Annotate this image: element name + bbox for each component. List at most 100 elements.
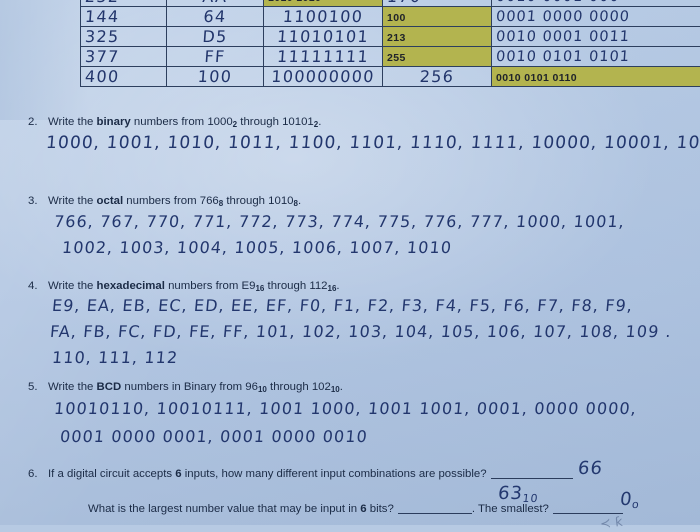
cell-bcd: 0010 0001 000 — [492, 0, 700, 7]
answer-blank-3[interactable] — [553, 501, 623, 514]
cell-decimal: 213 — [383, 27, 492, 47]
handwritten-value: 325 — [84, 28, 162, 46]
handwritten-value: 11111111 — [267, 48, 378, 66]
answer-subscript: 10 — [522, 492, 539, 505]
prompt-text: through 10101 — [237, 116, 314, 128]
cell-binary: 1100100 — [264, 7, 383, 27]
cell-hex: 64 — [167, 7, 264, 27]
handwritten-value: 377 — [84, 48, 162, 66]
cell-octal: 325 — [81, 27, 167, 47]
handwritten-value: 170 — [386, 0, 487, 6]
prompt-text: numbers in Binary from 96 — [121, 381, 258, 393]
question-4-answer-line[interactable]: FA, FB, FC, FD, FE, FF, 101, 102, 103, 1… — [49, 321, 689, 343]
handwritten-value: 64 — [170, 8, 259, 26]
prompt-keyword: hexadecimal — [97, 280, 165, 292]
question-3-answer-line[interactable]: 1002, 1003, 1004, 1005, 1006, 1007, 1010 — [61, 237, 689, 259]
prompt-text: What is the largest number value that ma… — [88, 503, 360, 515]
cell-decimal: 170 — [383, 0, 492, 7]
handwritten-value: 11010101 — [267, 28, 378, 46]
page-edge-smudge: ≺ ƙ — [599, 513, 640, 531]
cell-bcd: 0010 0101 0101 — [492, 47, 700, 67]
table-row: 325 D5 11010101 213 0010 0001 0011 — [81, 27, 700, 47]
base-subscript: 10 — [331, 385, 340, 394]
prompt-text: If a digital circuit accepts — [48, 468, 175, 480]
handwritten-value: 0010 0101 0101 — [495, 48, 700, 66]
cell-octal: 144 — [81, 7, 167, 27]
prompt-text: Write the — [48, 381, 97, 393]
cell-hex: 100 — [167, 67, 264, 87]
table-body: 252 AA 1010 1010 170 0010 0001 000 144 6… — [81, 0, 700, 87]
answer-blank-2[interactable] — [398, 501, 472, 514]
table-row: 252 AA 1010 1010 170 0010 0001 000 — [81, 0, 700, 7]
prompt-text: . — [298, 195, 301, 207]
prompt-text: through 102 — [267, 381, 331, 393]
prompt-text: numbers from 1000 — [131, 116, 233, 128]
prompt-text: through 1010 — [223, 195, 293, 207]
handwritten-value: 256 — [386, 68, 487, 86]
question-6-answer-1[interactable]: 66 — [577, 458, 604, 479]
question-2: 2.Write the binary numbers from 10002 th… — [28, 116, 688, 155]
question-6-prompt-line2: What is the largest number value that ma… — [88, 501, 688, 515]
prompt-text: . — [336, 280, 339, 292]
prompt-text: bits? — [367, 503, 394, 515]
question-3-prompt: 3.Write the octal numbers from 7668 thro… — [28, 195, 688, 208]
printed-value: 255 — [387, 52, 406, 64]
cell-decimal: 255 — [383, 47, 492, 67]
paper-shadow-left — [0, 0, 90, 120]
question-6-answer-3[interactable]: 0o — [619, 489, 641, 511]
handwritten-value: 0010 0001 000 — [495, 0, 700, 6]
handwritten-value: 1100100 — [267, 8, 378, 26]
prompt-text: through 112 — [264, 280, 327, 292]
cell-octal: 377 — [81, 47, 167, 67]
prompt-keyword: BCD — [97, 381, 122, 393]
handwritten-value: 252 — [84, 0, 162, 6]
cell-hex: D5 — [167, 27, 264, 47]
handwritten-value: D5 — [170, 28, 259, 46]
cell-octal: 252 — [81, 0, 167, 7]
prompt-keyword: binary — [97, 116, 131, 128]
cell-bcd: 0010 0101 0110 — [492, 67, 700, 87]
handwritten-value: 100000000 — [267, 68, 378, 86]
answer-value: 63 — [497, 483, 524, 504]
prompt-text: Write the — [48, 195, 97, 207]
prompt-text: Write the — [48, 116, 97, 128]
question-4-prompt: 4.Write the hexadecimal numbers from E91… — [28, 280, 688, 293]
question-3: 3.Write the octal numbers from 7668 thro… — [28, 195, 688, 259]
number-conversion-table: 252 AA 1010 1010 170 0010 0001 000 144 6… — [80, 0, 700, 87]
cell-bcd: 0001 0000 0000 — [492, 7, 700, 27]
question-2-answer-line[interactable]: 1000, 1001, 1010, 1011, 1100, 1101, 1110… — [45, 132, 689, 155]
question-4-number: 4. — [28, 280, 48, 292]
table-row: 144 64 1100100 100 0001 0000 0000 — [81, 7, 700, 27]
printed-value: 0010 0101 0110 — [496, 72, 577, 84]
prompt-text: numbers from E9 — [165, 280, 256, 292]
handwritten-value: 144 — [84, 8, 162, 26]
question-2-number: 2. — [28, 116, 48, 128]
cell-bcd: 0010 0001 0011 — [492, 27, 700, 47]
table-row: 377 FF 11111111 255 0010 0101 0101 — [81, 47, 700, 67]
question-4: 4.Write the hexadecimal numbers from E9 1… — [28, 280, 688, 369]
cell-binary: 11010101 — [264, 27, 383, 47]
table-row: 400 100 100000000 256 0010 0101 0110 — [81, 67, 700, 87]
question-6-answer-2[interactable]: 6310 — [497, 483, 540, 505]
question-2-prompt: 2.Write the binary numbers from 10002 th… — [28, 116, 688, 129]
cell-hex: FF — [167, 47, 264, 67]
question-3-answer-line[interactable]: 766, 767, 770, 771, 772, 773, 774, 775, … — [53, 211, 689, 233]
prompt-keyword: octal — [97, 195, 124, 207]
handwritten-value: 0001 0000 0000 — [495, 8, 700, 26]
prompt-text: Write the — [48, 280, 97, 292]
question-5-answer-line[interactable]: 10010110, 10010111, 1001 1000, 1001 1001… — [53, 398, 689, 420]
cell-octal: 400 — [81, 67, 167, 87]
handwritten-value: 400 — [84, 68, 162, 86]
question-5-answer-line[interactable]: 0001 0000 0001, 0001 0000 0010 — [59, 426, 689, 448]
question-4-answer-line[interactable]: 110, 111, 112 — [51, 347, 689, 369]
printed-value: 213 — [387, 32, 406, 44]
base-subscript: 10 — [258, 385, 267, 394]
cell-binary: 11111111 — [264, 47, 383, 67]
handwritten-value: AA — [170, 0, 259, 6]
answer-blank-1[interactable] — [491, 466, 573, 479]
cell-decimal: 100 — [383, 7, 492, 27]
cell-binary: 100000000 — [264, 67, 383, 87]
printed-value: 100 — [387, 12, 406, 24]
question-4-answer-line[interactable]: E9, EA, EB, EC, ED, EE, EF, F0, F1, F2, … — [51, 295, 689, 317]
printed-value: 1010 1010 — [268, 0, 321, 4]
